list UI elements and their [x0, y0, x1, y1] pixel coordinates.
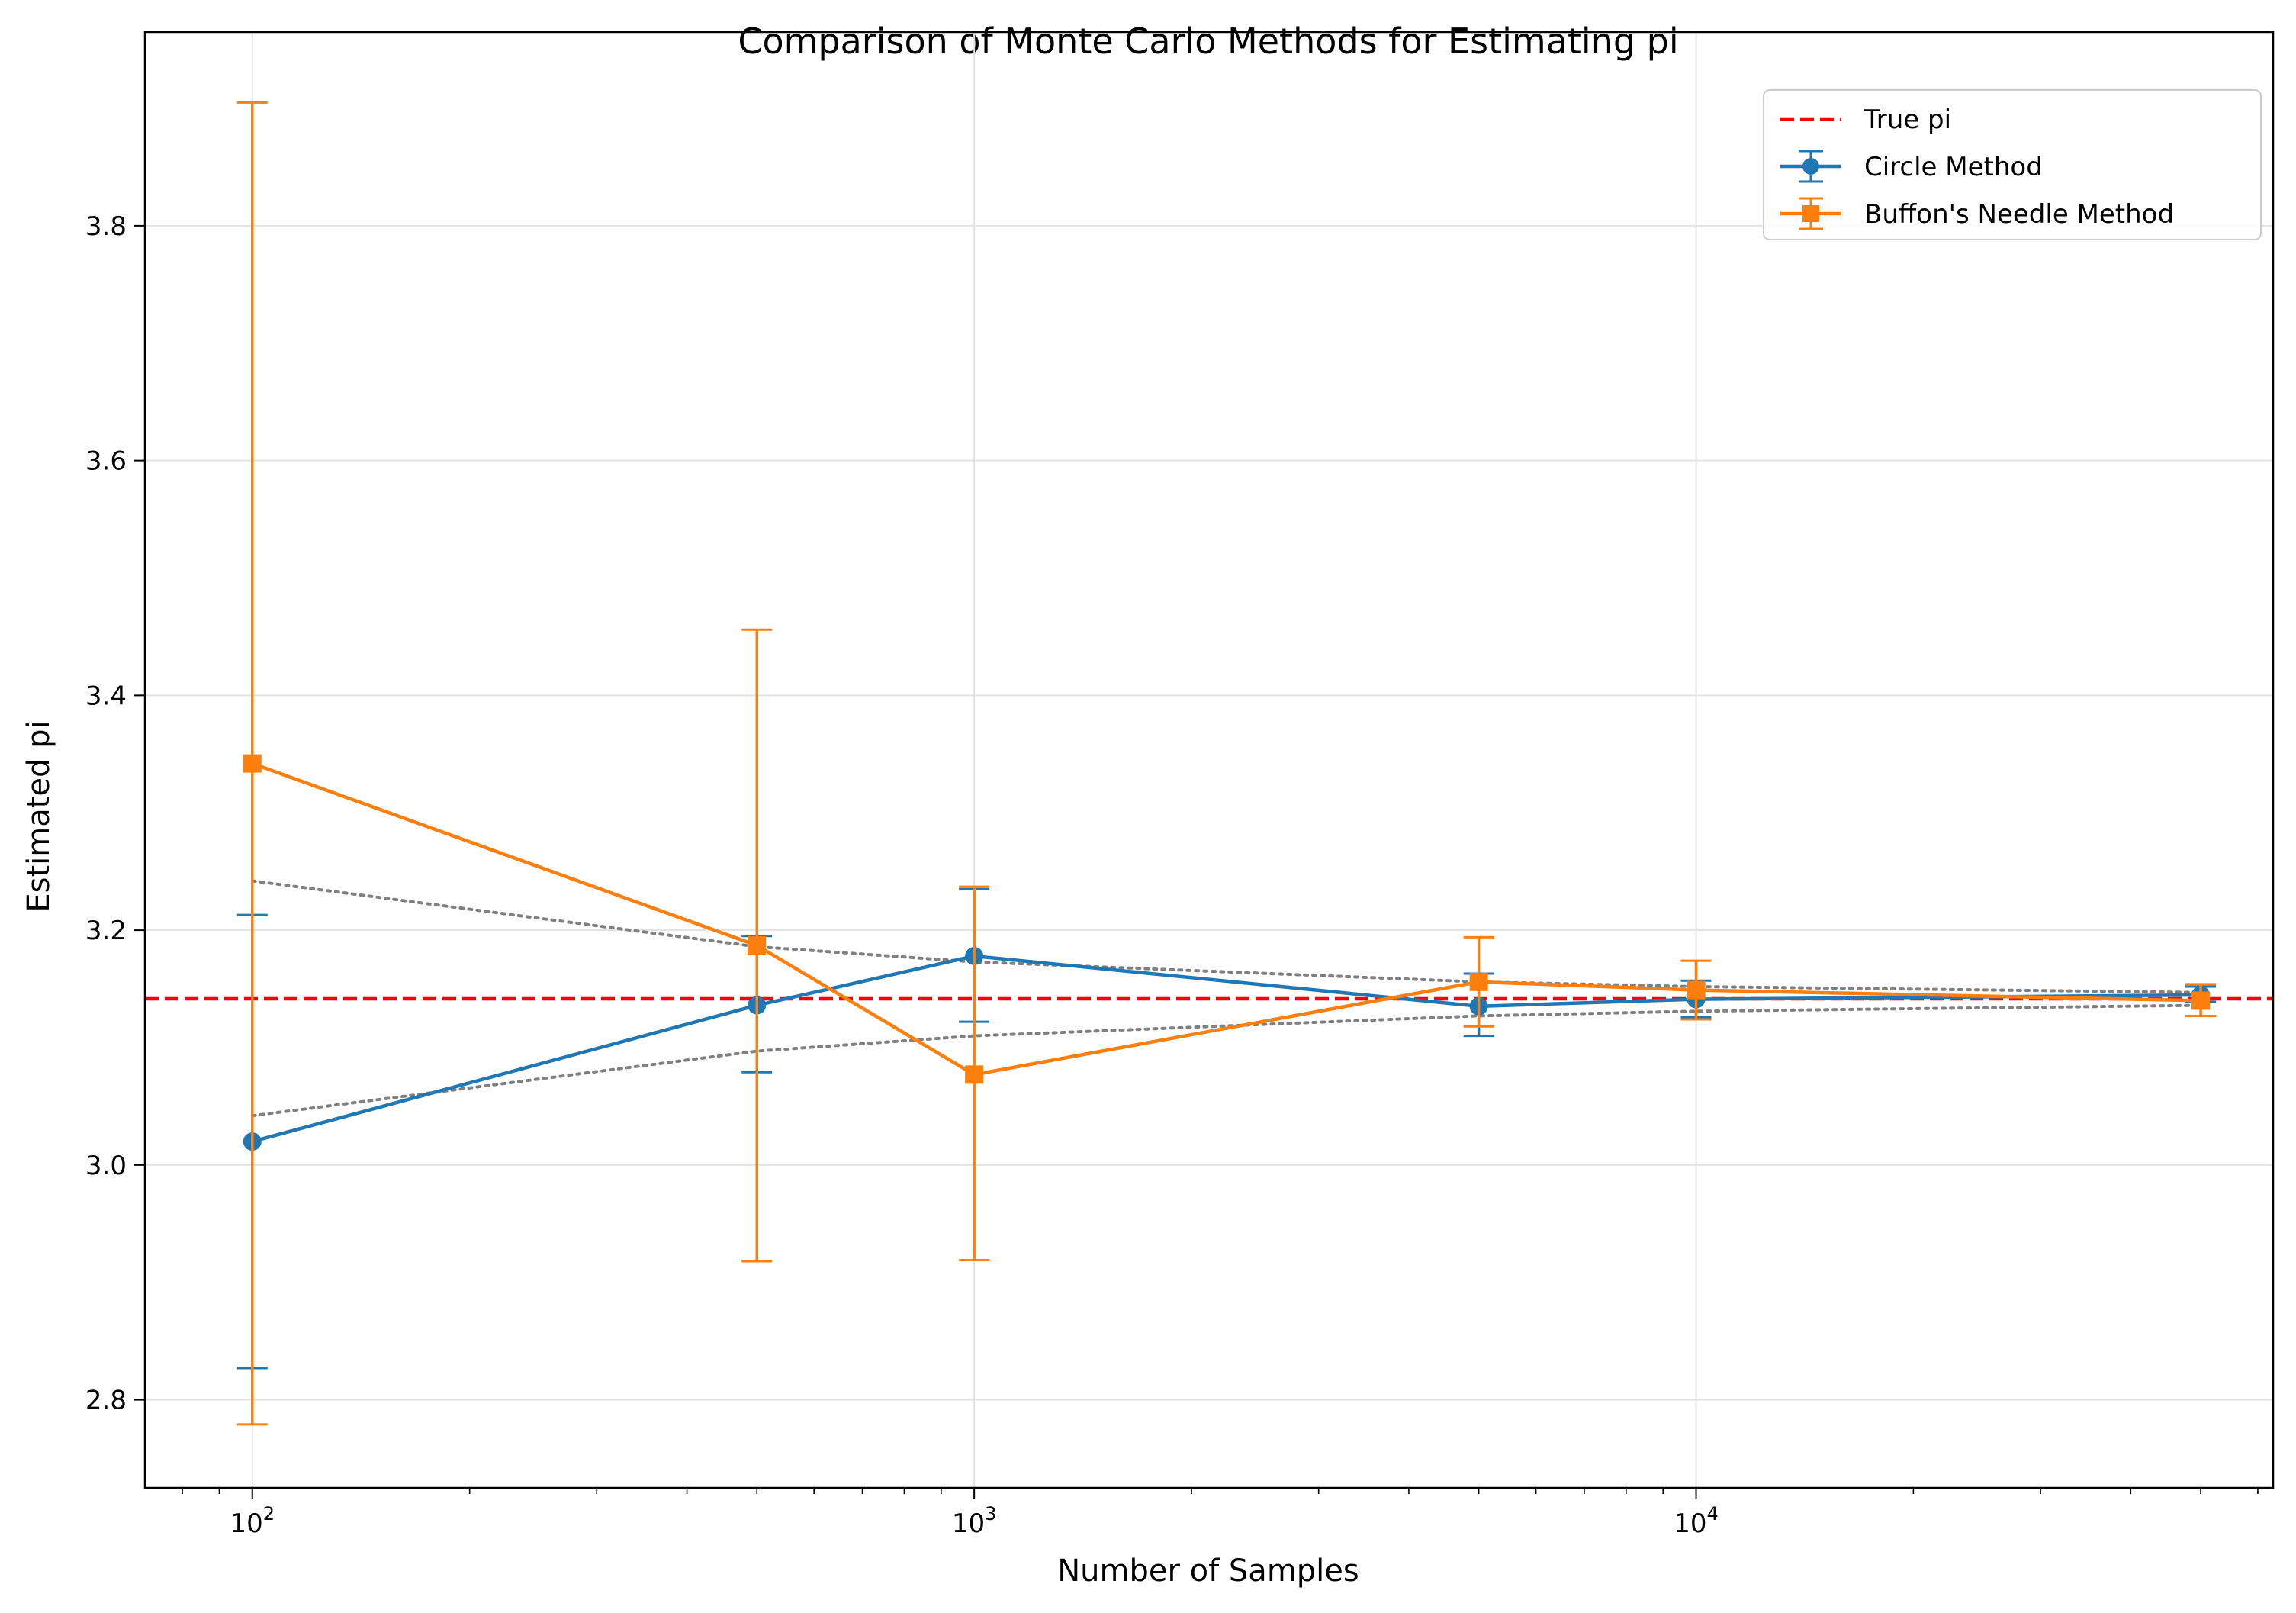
plot-frame — [143, 31, 2275, 1489]
envelope-lower-line — [250, 1003, 2203, 1118]
y-tick-label: 3.6 — [85, 446, 127, 477]
y-tick-label: 3.0 — [85, 1151, 127, 1181]
chart-title: Comparison of Monte Carlo Methods for Es… — [738, 21, 1678, 62]
data-point — [1687, 980, 1706, 1000]
legend-swatch-marker — [1802, 158, 1819, 175]
x-tick-label: 102 — [230, 1503, 275, 1539]
legend-entry-label: True pi — [1863, 105, 1951, 135]
x-axis-label: Number of Samples — [1057, 1553, 1359, 1589]
y-tick-label: 2.8 — [85, 1386, 127, 1416]
data-point — [748, 936, 767, 955]
legend-swatch-marker — [1802, 205, 1819, 222]
data-point — [965, 1065, 984, 1084]
envelope-upper-line — [250, 879, 2203, 994]
legend-entry-label: Buffon's Needle Method — [1864, 199, 2174, 230]
series-line — [252, 761, 2201, 1077]
y-axis-ticks: 2.8 3.0 3.2 3.4 3.6 3.8 — [85, 211, 145, 1416]
y-tick-label: 3.2 — [85, 916, 127, 946]
x-tick-label: 104 — [1674, 1503, 1719, 1539]
y-tick-label: 3.8 — [85, 211, 127, 242]
y-tick-label: 3.4 — [85, 681, 127, 711]
data-point — [1469, 972, 1488, 991]
series-buffons-needle-method — [236, 101, 2217, 1426]
data-point — [2191, 991, 2211, 1010]
grid-lines — [145, 32, 2273, 1488]
x-axis-ticks: 102 103 104 — [182, 1488, 2259, 1539]
legend-box — [1763, 89, 2262, 240]
data-point — [243, 754, 262, 773]
envelope-lines — [250, 879, 2203, 1118]
series-line — [252, 954, 2201, 1144]
series-group — [236, 101, 2217, 1426]
y-axis-label: Estimated pi — [21, 720, 56, 912]
x-tick-label: 103 — [952, 1503, 997, 1539]
legend-entry-label: Circle Method — [1864, 152, 2043, 182]
legend: True pi Circle Method Buffon's Needle Meth… — [1763, 89, 2262, 240]
